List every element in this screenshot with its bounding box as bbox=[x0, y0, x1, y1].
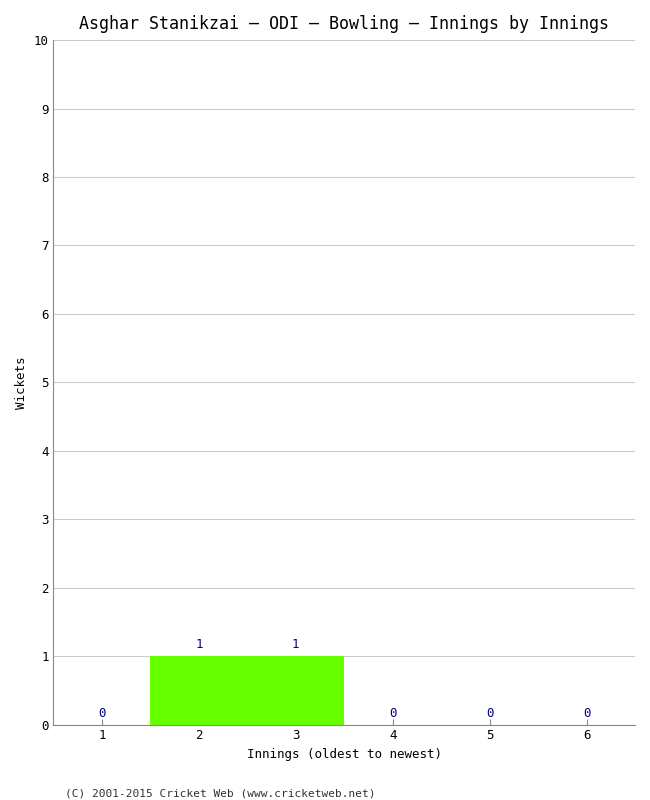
Y-axis label: Wickets: Wickets bbox=[15, 356, 28, 409]
Text: 1: 1 bbox=[195, 638, 203, 651]
Text: 0: 0 bbox=[486, 706, 493, 720]
Bar bbox=[150, 656, 247, 725]
Text: 0: 0 bbox=[583, 706, 590, 720]
Text: 1: 1 bbox=[292, 638, 300, 651]
Title: Asghar Stanikzai – ODI – Bowling – Innings by Innings: Asghar Stanikzai – ODI – Bowling – Innin… bbox=[79, 15, 609, 33]
Text: (C) 2001-2015 Cricket Web (www.cricketweb.net): (C) 2001-2015 Cricket Web (www.cricketwe… bbox=[65, 788, 376, 798]
X-axis label: Innings (oldest to newest): Innings (oldest to newest) bbox=[247, 748, 442, 761]
Bar bbox=[247, 656, 344, 725]
Text: 0: 0 bbox=[389, 706, 396, 720]
Text: 0: 0 bbox=[98, 706, 106, 720]
